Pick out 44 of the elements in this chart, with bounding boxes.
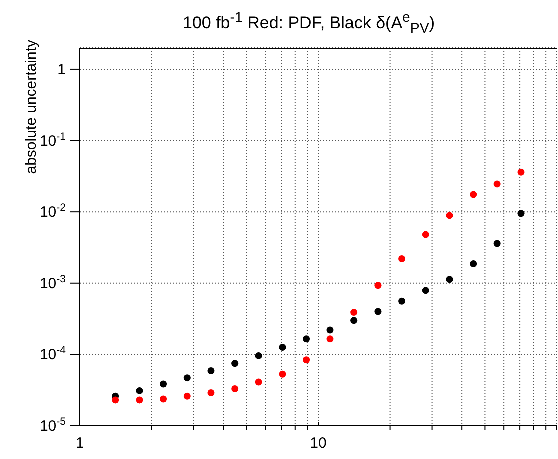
y-tick-label: 10$^{-1}$ bbox=[40, 130, 66, 150]
point bbox=[303, 356, 310, 364]
point bbox=[422, 231, 430, 238]
point bbox=[374, 308, 382, 316]
point bbox=[518, 168, 525, 176]
point bbox=[398, 255, 406, 262]
point bbox=[494, 240, 501, 248]
point bbox=[422, 287, 430, 294]
point bbox=[398, 298, 406, 305]
point bbox=[255, 352, 262, 360]
point bbox=[255, 378, 262, 386]
point bbox=[350, 309, 358, 316]
x-tick-label: 10 bbox=[310, 435, 327, 452]
y-tick-label: 10$^{-4}$ bbox=[40, 344, 66, 364]
point bbox=[470, 260, 478, 268]
point bbox=[160, 380, 168, 388]
point bbox=[232, 360, 239, 368]
point bbox=[279, 370, 286, 378]
point bbox=[446, 276, 454, 284]
y-tick-label: 1 bbox=[58, 61, 66, 78]
point bbox=[160, 396, 168, 403]
point bbox=[208, 390, 215, 397]
point bbox=[494, 180, 501, 188]
y-tick-label: 10$^{-2}$ bbox=[40, 202, 66, 222]
point bbox=[470, 191, 478, 198]
point bbox=[446, 212, 454, 220]
point bbox=[232, 386, 239, 393]
chart-title: 100 fb$^{-1}$ Red: PDF, Black δ(A$^{e}$$_{PV}$) bbox=[182, 10, 436, 38]
point bbox=[208, 368, 215, 375]
point bbox=[184, 392, 191, 400]
point bbox=[374, 282, 382, 290]
y-axis-title: absolute uncertainty bbox=[23, 40, 40, 174]
point bbox=[136, 396, 144, 404]
point bbox=[136, 387, 144, 394]
point bbox=[326, 336, 334, 343]
point bbox=[326, 326, 334, 334]
point bbox=[303, 336, 310, 343]
point bbox=[350, 317, 358, 324]
point bbox=[518, 210, 525, 218]
point bbox=[112, 396, 120, 404]
point bbox=[279, 344, 286, 352]
y-tick-label: 10$^{-5}$ bbox=[40, 416, 66, 435]
y-tick-label: 10$^{-3}$ bbox=[40, 273, 66, 292]
point bbox=[184, 374, 191, 382]
